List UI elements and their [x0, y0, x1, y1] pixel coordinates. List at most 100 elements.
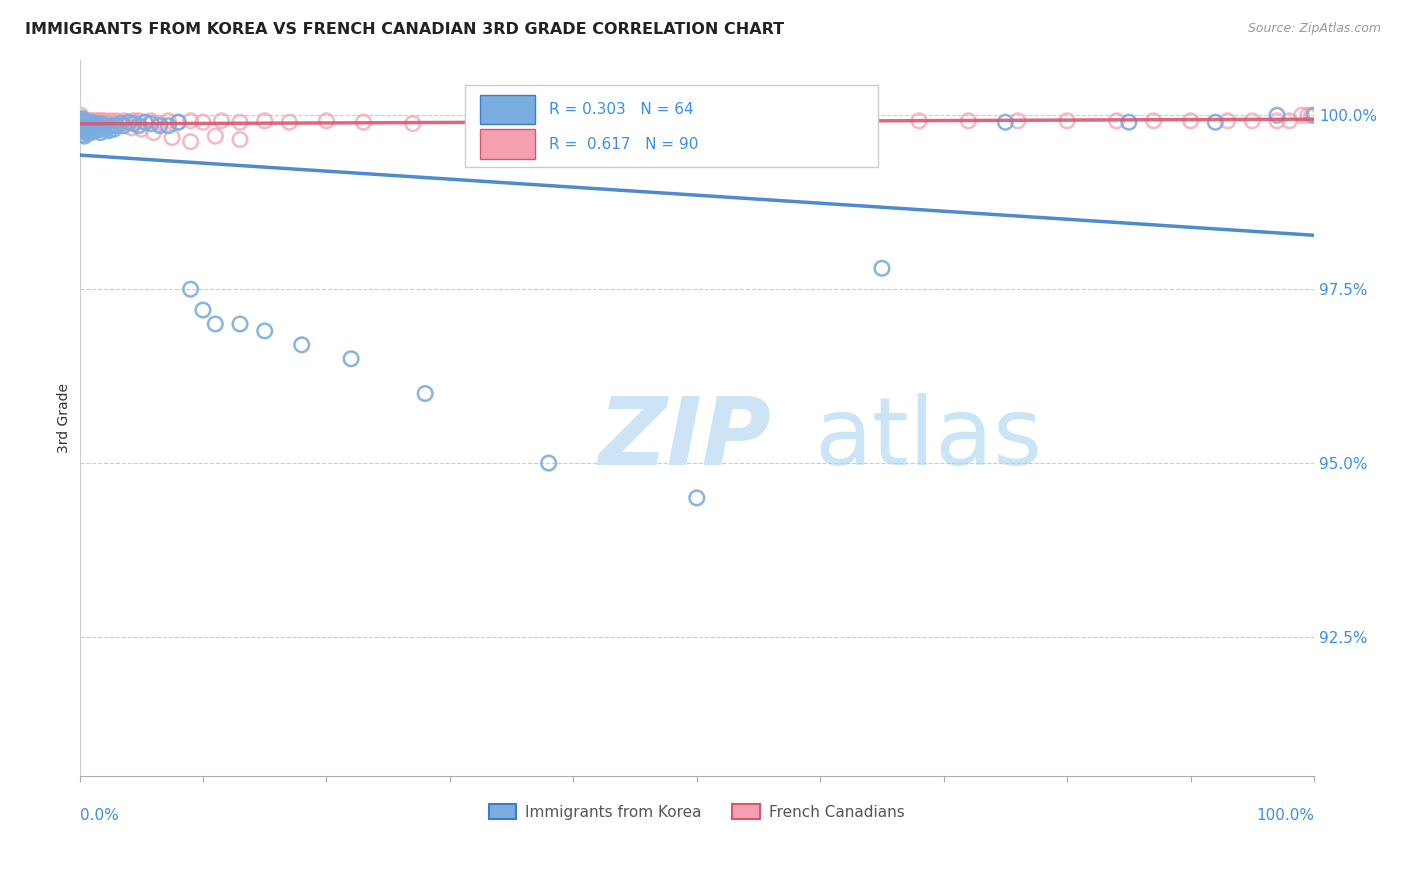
Point — [686, 115, 709, 129]
Point — [100, 119, 122, 133]
Point — [129, 122, 152, 136]
Point — [69, 112, 91, 126]
Point — [110, 115, 132, 129]
Text: ZIP: ZIP — [598, 393, 770, 485]
Point — [72, 119, 94, 133]
Point — [79, 117, 101, 131]
Point — [82, 119, 104, 133]
Point — [191, 303, 214, 318]
Point — [537, 456, 560, 470]
Point — [77, 126, 100, 140]
Point — [994, 115, 1017, 129]
Point — [73, 117, 96, 131]
Point — [72, 128, 94, 142]
Point — [157, 113, 180, 128]
Point — [1241, 113, 1264, 128]
Point — [79, 123, 101, 137]
Point — [98, 115, 121, 129]
Point — [1301, 108, 1323, 122]
FancyBboxPatch shape — [465, 85, 879, 167]
Text: R =  0.617   N = 90: R = 0.617 N = 90 — [548, 136, 697, 152]
Point — [73, 120, 96, 135]
Point — [70, 119, 93, 133]
Point — [80, 115, 103, 129]
Point — [122, 113, 145, 128]
Point — [89, 126, 111, 140]
Point — [70, 112, 93, 126]
Point — [70, 123, 93, 137]
Point — [211, 113, 233, 128]
Point — [79, 113, 101, 128]
Point — [93, 115, 115, 129]
Point — [1180, 113, 1202, 128]
Point — [72, 115, 94, 129]
Bar — [479, 95, 536, 124]
Point — [77, 115, 100, 129]
Point — [229, 317, 252, 331]
Point — [83, 117, 105, 131]
Text: R = 0.303   N = 64: R = 0.303 N = 64 — [548, 102, 693, 117]
Point — [160, 130, 183, 145]
Point — [93, 119, 115, 133]
Point — [79, 126, 101, 140]
Point — [72, 120, 94, 135]
Point — [75, 126, 97, 140]
Point — [134, 115, 156, 129]
Point — [134, 115, 156, 129]
Point — [91, 122, 114, 136]
Text: IMMIGRANTS FROM KOREA VS FRENCH CANADIAN 3RD GRADE CORRELATION CHART: IMMIGRANTS FROM KOREA VS FRENCH CANADIAN… — [25, 22, 785, 37]
Point — [1105, 113, 1128, 128]
Point — [103, 122, 125, 136]
Point — [870, 261, 893, 276]
Point — [76, 123, 98, 137]
Point — [537, 113, 560, 128]
Point — [77, 120, 100, 135]
Point — [110, 117, 132, 131]
Point — [105, 119, 128, 133]
Legend: Immigrants from Korea, French Canadians: Immigrants from Korea, French Canadians — [482, 798, 911, 826]
Point — [229, 133, 252, 147]
Point — [1056, 113, 1078, 128]
Point — [75, 113, 97, 128]
Point — [69, 115, 91, 129]
Point — [229, 115, 252, 129]
Point — [1296, 108, 1319, 122]
Point — [112, 119, 135, 133]
Point — [167, 115, 190, 129]
Point — [90, 117, 112, 131]
Point — [76, 119, 98, 133]
Y-axis label: 3rd Grade: 3rd Grade — [58, 383, 72, 453]
Point — [89, 122, 111, 136]
Point — [73, 117, 96, 131]
Point — [75, 119, 97, 133]
Point — [1303, 108, 1326, 122]
Point — [87, 113, 110, 128]
Point — [70, 115, 93, 129]
Point — [120, 120, 142, 135]
Point — [204, 129, 226, 144]
Point — [105, 113, 128, 128]
Point — [413, 386, 436, 401]
Point — [149, 119, 172, 133]
Point — [79, 119, 101, 133]
Point — [73, 129, 96, 144]
Point — [191, 115, 214, 129]
Point — [402, 117, 425, 131]
Point — [79, 113, 101, 128]
Point — [111, 119, 134, 133]
Point — [98, 123, 121, 137]
Point — [118, 115, 141, 129]
Point — [70, 117, 93, 131]
Point — [77, 119, 100, 133]
Point — [759, 113, 782, 128]
Point — [91, 113, 114, 128]
Point — [86, 123, 108, 137]
Point — [80, 119, 103, 133]
Text: atlas: atlas — [814, 393, 1042, 485]
Point — [96, 122, 118, 136]
Point — [122, 117, 145, 131]
Point — [103, 117, 125, 131]
Point — [69, 119, 91, 133]
Point — [70, 112, 93, 126]
Point — [128, 113, 150, 128]
